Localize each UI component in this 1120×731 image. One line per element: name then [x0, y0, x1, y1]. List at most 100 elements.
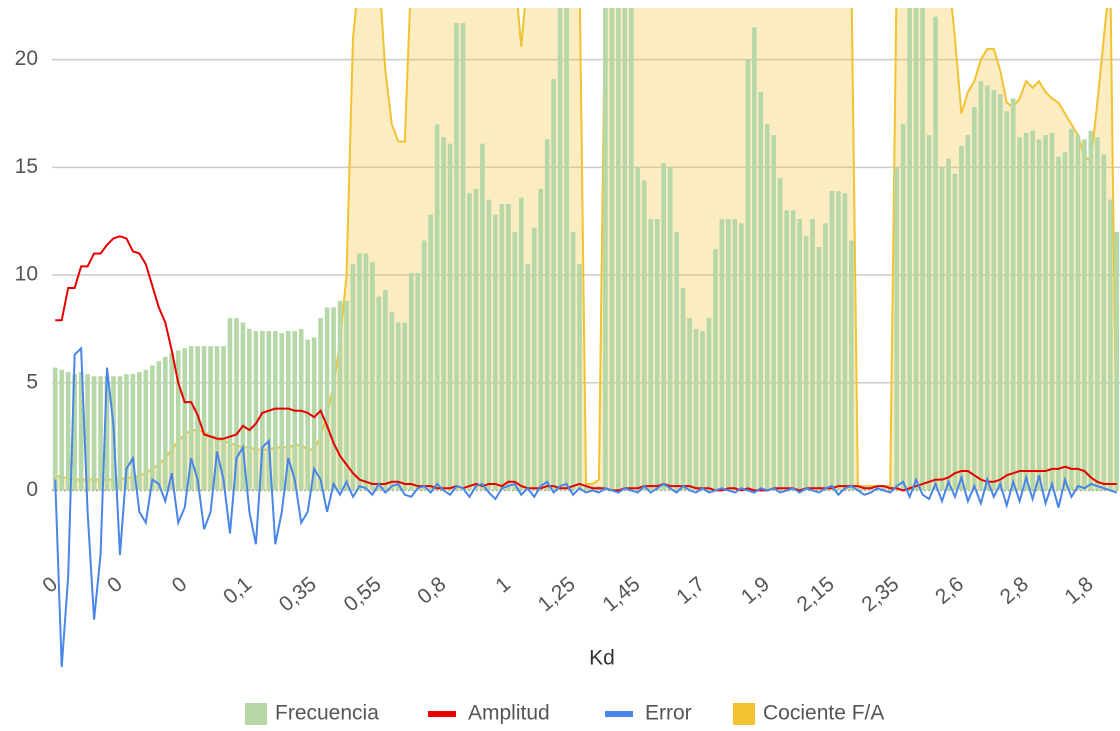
- bar: [900, 124, 906, 491]
- bar: [247, 328, 252, 491]
- bar: [849, 240, 854, 491]
- bar: [570, 231, 576, 491]
- bar: [758, 91, 764, 491]
- x-tick-label: 1,25: [534, 572, 580, 616]
- bar: [156, 361, 162, 491]
- bar: [687, 318, 692, 491]
- bar: [1004, 111, 1010, 491]
- bar: [480, 143, 485, 491]
- bar: [1082, 139, 1087, 491]
- legend-label: Frecuencia: [275, 702, 379, 725]
- x-tick-label: 1: [491, 572, 515, 597]
- bar: [499, 203, 505, 491]
- bar: [395, 322, 401, 491]
- bar: [551, 79, 556, 491]
- bar: [486, 199, 492, 491]
- y-tick-label: 5: [26, 370, 38, 393]
- legend-swatch: [245, 703, 267, 725]
- bar: [654, 219, 660, 491]
- bar: [777, 178, 783, 491]
- bar: [389, 311, 395, 491]
- bar: [272, 331, 278, 491]
- line: [55, 235, 1117, 492]
- bar: [124, 374, 129, 491]
- bar: [745, 59, 751, 491]
- bar: [855, 486, 861, 491]
- bar: [829, 191, 835, 491]
- x-tick-label: 0,1: [219, 572, 256, 608]
- bar: [784, 210, 789, 491]
- bar: [505, 203, 511, 491]
- line: [54, 345, 1118, 668]
- bar: [324, 307, 330, 491]
- legend-swatch: [428, 711, 456, 717]
- bar: [790, 210, 796, 491]
- bar: [959, 145, 964, 491]
- bar: [771, 135, 777, 491]
- bar: [1101, 154, 1107, 491]
- bar: [98, 376, 103, 491]
- bar: [823, 223, 828, 491]
- y-tick-label: 15: [15, 155, 38, 178]
- bar: [512, 231, 518, 491]
- bar: [1056, 156, 1061, 491]
- y-tick-label: 10: [15, 263, 38, 286]
- legend-label: Amplitud: [468, 702, 550, 725]
- bar: [803, 236, 809, 491]
- bar: [467, 193, 472, 491]
- bar: [402, 322, 408, 491]
- bar: [383, 290, 388, 491]
- legend-label: Error: [645, 702, 692, 725]
- bar: [700, 331, 705, 491]
- bar: [965, 135, 971, 491]
- bar: [344, 300, 349, 491]
- bar: [544, 139, 550, 491]
- bar: [1107, 199, 1113, 491]
- legend-label: Cociente F/A: [763, 702, 884, 725]
- bar: [751, 27, 757, 491]
- bar: [182, 348, 188, 491]
- bar: [933, 16, 938, 491]
- bar: [706, 318, 712, 491]
- bar: [350, 264, 356, 491]
- bar: [764, 124, 770, 491]
- bar: [104, 376, 110, 491]
- bar: [1017, 137, 1023, 491]
- bar: [305, 339, 311, 491]
- bar: [473, 188, 479, 491]
- y-tick-label: 20: [15, 47, 38, 70]
- x-tick-label: 2,15: [793, 572, 839, 616]
- bar: [85, 374, 90, 491]
- bar: [162, 356, 168, 491]
- bar: [149, 365, 155, 491]
- x-tick-label: 2,6: [931, 572, 968, 608]
- bar: [91, 376, 97, 491]
- bar: [240, 322, 246, 491]
- bar: [564, 8, 569, 491]
- bar: [984, 85, 990, 491]
- bar: [363, 253, 369, 491]
- bar: [894, 167, 900, 491]
- bar: [175, 350, 181, 491]
- x-tick-label: 0: [103, 572, 127, 597]
- x-tick-label: 1,7: [672, 572, 709, 608]
- bar: [253, 331, 259, 491]
- bar: [65, 371, 71, 491]
- bar: [797, 219, 802, 491]
- bar: [117, 376, 123, 491]
- bar: [337, 300, 343, 491]
- bar: [952, 173, 958, 491]
- bar: [221, 346, 226, 491]
- bar: [939, 167, 945, 491]
- bar: [78, 371, 84, 491]
- bar: [641, 180, 647, 491]
- bar: [1095, 137, 1100, 491]
- bar: [713, 249, 718, 491]
- bar: [195, 346, 200, 491]
- bar: [810, 219, 815, 491]
- bar: [531, 227, 537, 491]
- bar: [1075, 135, 1081, 491]
- bar: [311, 337, 317, 491]
- bar: [842, 193, 848, 491]
